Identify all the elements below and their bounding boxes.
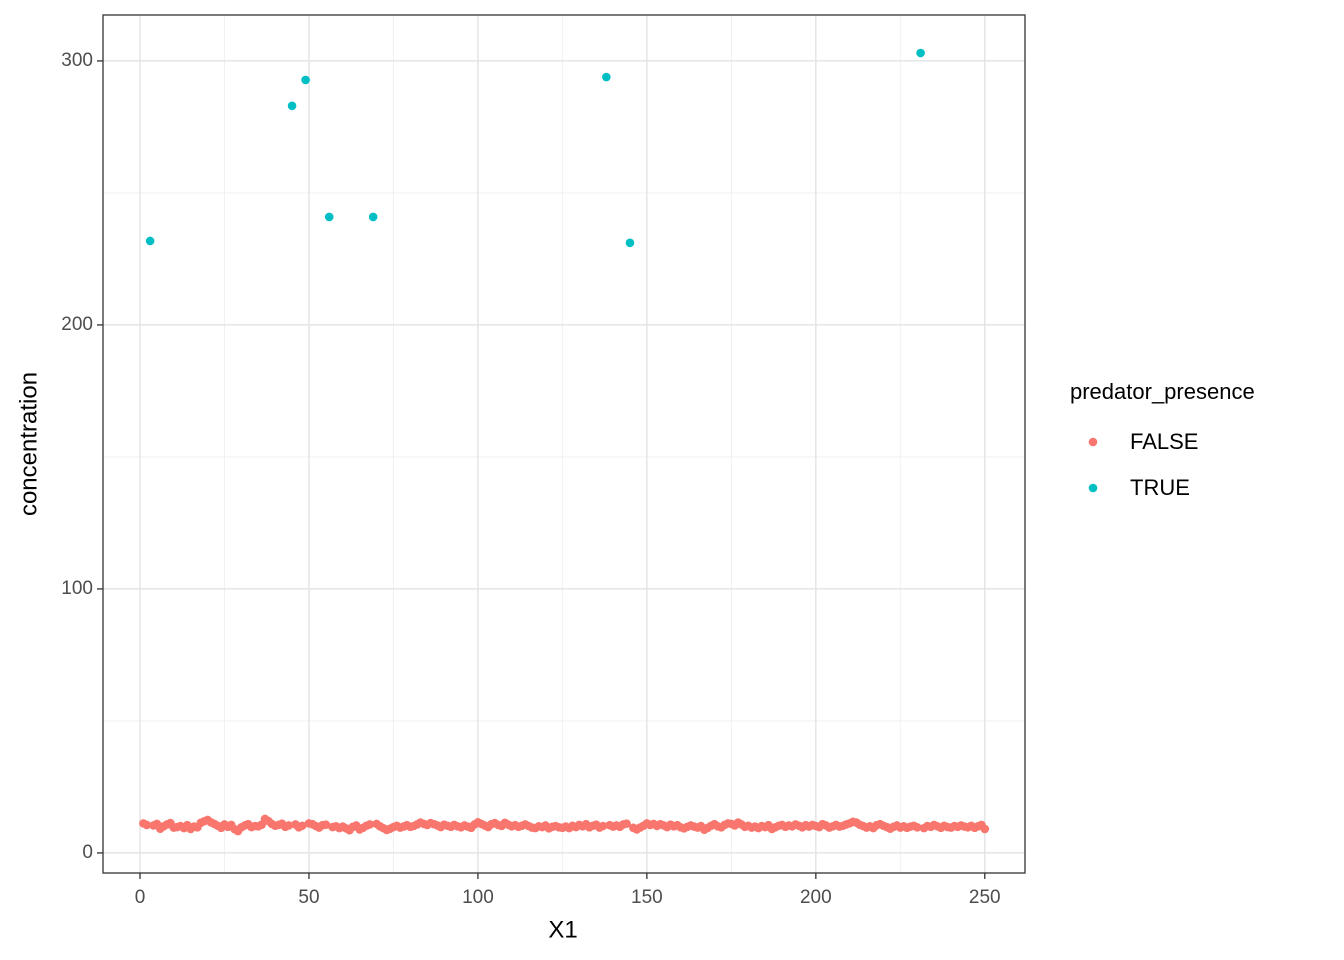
point — [598, 821, 608, 831]
y-tick-label: 200 — [61, 314, 93, 335]
x-tick-label: 250 — [969, 887, 1001, 908]
panel-border — [102, 14, 1026, 874]
legend-key — [1088, 437, 1098, 447]
legend-label: TRUE — [1130, 475, 1190, 500]
point — [368, 212, 378, 222]
point — [324, 212, 334, 222]
point — [625, 238, 635, 248]
y-tick-label: 0 — [82, 842, 93, 863]
y-axis-title: concentration — [15, 372, 42, 516]
point — [980, 824, 990, 834]
point — [622, 819, 631, 828]
point — [602, 72, 611, 82]
marks — [139, 48, 990, 836]
point — [321, 820, 331, 829]
point — [142, 820, 152, 830]
y-tick-label: 100 — [61, 578, 93, 599]
x-tick-label: 50 — [298, 887, 319, 908]
y-tick-label: 300 — [61, 50, 93, 71]
point — [301, 75, 310, 85]
x-axis-title: X1 — [548, 916, 577, 943]
point — [287, 101, 297, 111]
point — [297, 821, 307, 831]
legend: FALSE TRUE — [1088, 429, 1198, 500]
point — [916, 48, 925, 58]
x-tick-label: 0 — [135, 887, 146, 908]
x-tick-label: 200 — [800, 887, 832, 908]
x-tick-label: 100 — [462, 887, 494, 908]
legend-key — [1088, 483, 1098, 493]
point — [365, 820, 375, 829]
x-tick-label: 150 — [631, 887, 663, 908]
point — [284, 821, 293, 830]
legend-label: FALSE — [1130, 429, 1198, 454]
point — [145, 236, 155, 246]
point — [912, 823, 922, 832]
grid — [103, 15, 1025, 873]
legend-title: predator_presence — [1070, 379, 1255, 404]
